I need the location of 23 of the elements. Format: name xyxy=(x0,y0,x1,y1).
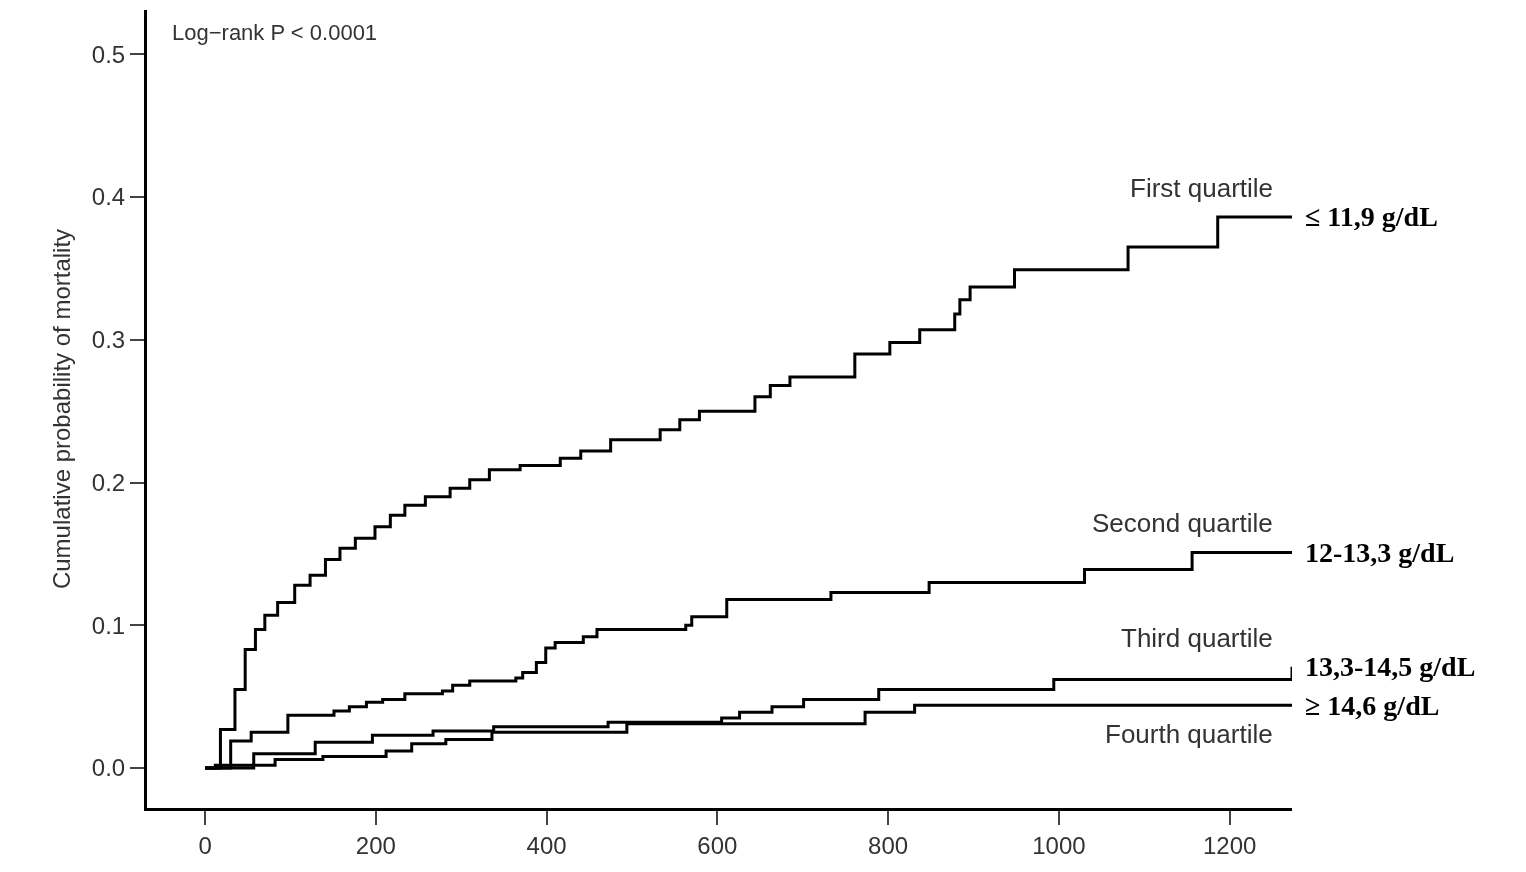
series-label: First quartile xyxy=(1130,173,1274,203)
x-tick-label: 800 xyxy=(868,831,909,859)
series-label: Second quartile xyxy=(1092,508,1273,538)
text: ≥ 14,6 g/dL xyxy=(1305,690,1440,721)
y-axis-title: Cumulative probability of mortality xyxy=(47,228,75,590)
annotation: Log−rank P < 0.0001 xyxy=(172,20,378,45)
y-tick-label: 0.5 xyxy=(91,40,126,68)
y-tick-label: 0.4 xyxy=(91,183,126,211)
text: ≤ 11,9 g/dL xyxy=(1305,201,1438,232)
y-tick-label: 0.1 xyxy=(91,611,126,639)
x-tick-label: 0 xyxy=(198,831,212,859)
series-label: Third quartile xyxy=(1121,623,1273,653)
y-tick-label: 0.0 xyxy=(91,754,126,782)
text: 12-13,3 g/dL xyxy=(1305,537,1455,568)
y-tick-label: 0.2 xyxy=(91,468,126,496)
series-label: Fourth quartile xyxy=(1105,719,1273,749)
x-tick-label: 1200 xyxy=(1202,831,1257,859)
x-tick-label: 1000 xyxy=(1032,831,1086,859)
x-tick-label: 600 xyxy=(697,831,738,859)
x-tick-label: 200 xyxy=(355,831,396,859)
x-tick-label: 400 xyxy=(526,831,567,859)
text: 13,3-14,5 g/dL xyxy=(1305,651,1476,682)
y-tick-label: 0.3 xyxy=(91,326,126,354)
